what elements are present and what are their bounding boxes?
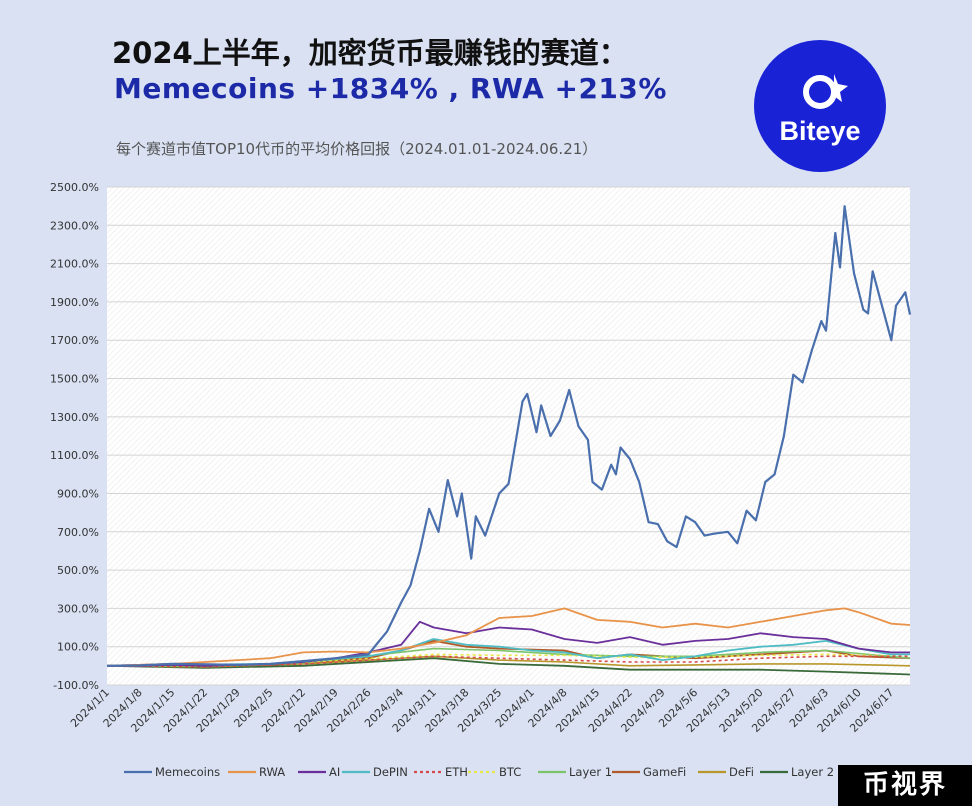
biteye-logo: Biteye bbox=[754, 40, 886, 172]
legend-label: AI bbox=[329, 765, 340, 779]
y-tick-label: 700.0% bbox=[57, 526, 99, 539]
y-tick-label: 1100.0% bbox=[50, 449, 99, 462]
legend-label: RWA bbox=[259, 765, 285, 779]
legend-label: Memecoins bbox=[155, 765, 220, 779]
legend-label: DeFi bbox=[729, 765, 754, 779]
legend-label: DePIN bbox=[373, 765, 408, 779]
legend-label: GameFi bbox=[643, 765, 686, 779]
legend-label: ETH bbox=[445, 765, 468, 779]
chart-subtitle: 每个赛道市值TOP10代币的平均价格回报（2024.01.01-2024.06.… bbox=[116, 140, 598, 158]
legend-label: Layer 1 bbox=[569, 765, 612, 779]
y-tick-label: 2100.0% bbox=[50, 258, 99, 271]
biteye-logo-icon bbox=[803, 74, 848, 109]
y-tick-label: 1300.0% bbox=[50, 411, 99, 424]
legend-label: BTC bbox=[499, 765, 521, 779]
y-tick-label: 1700.0% bbox=[50, 334, 99, 347]
y-tick-label: 1500.0% bbox=[50, 373, 99, 386]
y-tick-label: 300.0% bbox=[57, 602, 99, 615]
watermark-badge: 币视界 bbox=[838, 765, 972, 806]
series-line-memecoins bbox=[106, 205, 912, 667]
legend-label: Layer 2 bbox=[791, 765, 834, 779]
y-tick-label: 2300.0% bbox=[50, 219, 99, 232]
plot-area bbox=[107, 187, 910, 685]
y-tick-label: -100.0% bbox=[53, 679, 99, 692]
y-tick-label: 900.0% bbox=[57, 487, 99, 500]
chart-headline-returns: Memecoins +1834% , RWA +213% bbox=[114, 72, 667, 105]
series-line-rwa bbox=[106, 607, 911, 667]
y-tick-label: 1900.0% bbox=[50, 296, 99, 309]
chart-title: 2024上半年，加密货币最赚钱的赛道： bbox=[112, 36, 628, 70]
biteye-logo-text: Biteye bbox=[779, 116, 861, 146]
y-tick-label: 2500.0% bbox=[50, 181, 99, 194]
y-tick-label: 100.0% bbox=[57, 641, 99, 654]
series-line-layer-2 bbox=[106, 657, 911, 676]
y-tick-label: 500.0% bbox=[57, 564, 99, 577]
series-line-depin bbox=[106, 638, 910, 667]
